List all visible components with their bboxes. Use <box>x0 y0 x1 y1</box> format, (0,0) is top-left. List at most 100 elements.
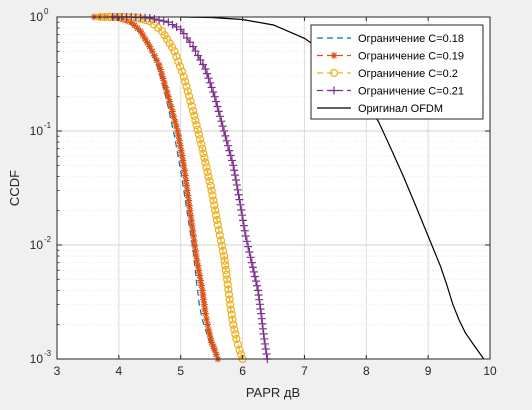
y-tick-base: 10 <box>30 10 44 24</box>
plus-marker <box>255 295 264 304</box>
plus-marker <box>231 176 240 185</box>
legend-box <box>310 24 484 120</box>
asterisk-marker <box>158 70 166 78</box>
plus-marker <box>214 107 223 116</box>
legend-label: Оригинал OFDM <box>358 103 443 115</box>
plus-marker <box>145 14 154 23</box>
plus-marker <box>233 185 242 194</box>
asterisk-marker <box>186 207 194 215</box>
circle-marker <box>224 290 234 299</box>
asterisk-marker <box>171 117 179 125</box>
y-tick-exponent: -3 <box>44 349 52 358</box>
circle-marker <box>228 315 237 324</box>
circle-marker <box>214 226 223 235</box>
x-tick-label: 4 <box>116 364 123 378</box>
plus-marker <box>236 200 245 209</box>
plus-marker <box>168 20 177 29</box>
plus-marker <box>237 206 246 215</box>
circle-marker <box>223 275 232 284</box>
plus-marker <box>191 47 200 56</box>
plus-marker <box>217 117 226 126</box>
series-4 <box>108 13 272 363</box>
plus-marker <box>238 211 247 220</box>
asterisk-marker <box>205 326 213 334</box>
circle-marker <box>183 87 192 96</box>
asterisk-marker <box>184 192 192 200</box>
plus-marker <box>258 324 267 333</box>
asterisk-marker <box>170 112 178 120</box>
circle-marker <box>197 139 206 149</box>
asterisk-marker <box>189 227 197 235</box>
plus-marker <box>196 56 205 65</box>
legend-label: Ограничение C=0.2 <box>358 68 458 80</box>
asterisk-marker <box>150 52 158 60</box>
legend: Ограничение C=0.18 Ограничение C=0.19 Огра… <box>310 24 484 120</box>
circle-marker <box>191 116 200 125</box>
plus-marker <box>259 329 268 338</box>
circle-marker <box>193 125 202 134</box>
asterisk-marker <box>183 181 191 189</box>
asterisk-marker <box>146 43 154 51</box>
asterisk-marker <box>160 79 168 87</box>
y-axis-label: CCDF <box>7 170 22 206</box>
circle-marker <box>167 43 177 52</box>
circle-marker <box>163 35 172 44</box>
circle-marker <box>187 101 196 111</box>
circle-marker <box>225 295 234 304</box>
circle-marker <box>179 72 188 81</box>
circle-marker <box>227 310 236 319</box>
asterisk-marker <box>191 247 199 255</box>
circle-marker <box>170 47 179 56</box>
circle-marker <box>235 345 244 355</box>
plus-marker <box>185 38 194 47</box>
asterisk-marker <box>155 61 163 69</box>
circle-marker <box>229 320 238 329</box>
circle-marker <box>160 31 169 40</box>
asterisk-marker <box>194 262 202 270</box>
circle-marker <box>231 330 240 339</box>
plus-marker <box>232 180 241 189</box>
asterisk-marker <box>207 334 215 342</box>
plus-marker <box>231 171 240 180</box>
plus-marker <box>225 146 234 155</box>
plus-marker <box>248 263 257 272</box>
asterisk-marker <box>197 281 205 289</box>
plus-marker <box>182 33 191 42</box>
asterisk-marker <box>180 161 188 169</box>
asterisk-marker <box>182 176 190 184</box>
y-tick-label: 10 <box>30 352 44 366</box>
plus-marker <box>209 88 218 97</box>
circle-marker <box>172 52 181 61</box>
asterisk-marker <box>206 330 214 338</box>
circle-marker <box>198 144 207 153</box>
circle-marker <box>206 181 215 191</box>
plus-marker <box>150 15 159 24</box>
plus-marker <box>239 216 248 225</box>
circle-marker <box>211 211 221 220</box>
circle-marker <box>188 106 198 116</box>
plus-marker <box>234 190 243 199</box>
asterisk-marker <box>209 342 217 350</box>
plus-marker <box>245 247 254 256</box>
x-tick-label: 10 <box>483 364 497 378</box>
asterisk-marker <box>187 212 195 220</box>
asterisk-marker <box>127 18 135 26</box>
plus-marker <box>261 344 270 353</box>
circle-marker <box>165 39 174 48</box>
circle-marker <box>221 261 230 270</box>
asterisk-marker <box>172 122 180 130</box>
circle-marker <box>199 149 208 158</box>
plus-marker <box>235 195 244 204</box>
asterisk-marker <box>163 88 171 96</box>
y-tick-exponent: -2 <box>44 235 52 244</box>
circle-marker <box>230 325 239 334</box>
circle-marker <box>222 270 231 279</box>
circle-marker <box>217 241 227 250</box>
asterisk-marker <box>130 21 138 29</box>
plus-marker <box>216 112 225 121</box>
circle-marker <box>203 167 212 177</box>
asterisk-marker <box>201 305 209 313</box>
asterisk-marker <box>166 98 174 106</box>
plus-marker <box>213 102 222 111</box>
